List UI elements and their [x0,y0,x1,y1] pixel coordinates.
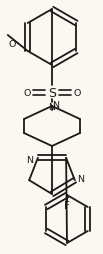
Text: N: N [53,101,60,110]
Text: N: N [49,102,56,111]
Text: N: N [26,156,33,165]
Text: F: F [64,200,70,210]
Text: O: O [8,39,15,48]
Text: N: N [77,174,84,183]
Text: O: O [73,88,81,97]
Text: S: S [48,86,56,99]
Text: O: O [23,88,31,97]
